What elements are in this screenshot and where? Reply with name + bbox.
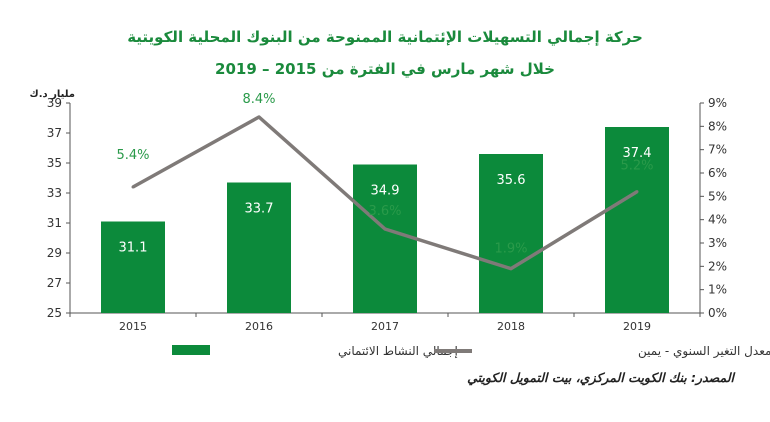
left-axis-tick-label: 39 [47,96,62,110]
x-axis-tick-label: 2019 [623,320,651,333]
right-axis-tick-label: 5% [708,189,727,203]
bar-data-label: 35.6 [497,173,526,188]
left-axis-unit-label: مليار د.ك [30,89,75,100]
left-axis-tick-label: 27 [47,276,62,290]
line-point [131,185,135,189]
left-axis-tick-label: 37 [47,126,62,140]
left-axis-tick-label: 29 [47,246,62,260]
line-point [257,115,261,119]
chart-title-line2: خلال شهر مارس في الفترة من 2015 – 2019 [215,60,555,78]
left-axis-tick-label: 33 [47,186,62,200]
bar-data-label: 33.7 [245,202,274,217]
left-axis-tick-label: 25 [47,306,62,320]
right-axis-tick-label: 1% [708,283,727,297]
right-axis-tick-label: 2% [708,259,727,273]
right-axis-tick-label: 6% [708,166,727,180]
x-axis-tick-label: 2016 [245,320,273,333]
line-data-label: 3.6% [368,204,401,219]
bar-data-label: 31.1 [119,241,148,256]
legend-label-bars: إجمالي النشاط الائتماني [338,344,458,358]
bar-data-label: 34.9 [371,184,400,199]
line-point [383,227,387,231]
source-note: المصدر: بنك الكويت المركزي، بيت التمويل … [467,370,734,385]
bar [101,221,165,313]
bar [353,164,417,313]
right-axis-tick-label: 4% [708,213,727,227]
right-axis-tick-label: 8% [708,119,727,133]
left-axis-tick-label: 31 [47,216,62,230]
bar [227,182,291,313]
line-data-label: 8.4% [242,92,275,107]
line-data-label: 5.4% [116,148,149,163]
line-point [509,267,513,271]
bar [605,127,669,313]
left-axis-tick-label: 35 [47,156,62,170]
x-axis-tick-label: 2017 [371,320,399,333]
bar-data-label: 37.4 [623,146,652,161]
legend-swatch-bars [172,345,210,355]
chart-title-line1: حركة إجمالي التسهيلات الإئتمانية الممنوح… [127,28,643,46]
line-data-label: 5.2% [620,159,653,174]
bar [479,154,543,313]
line-point [635,190,639,194]
right-axis-tick-label: 9% [708,96,727,110]
right-axis-tick-label: 3% [708,236,727,250]
legend-label-line: معدل التغير السنوي - يمين [638,344,770,359]
x-axis-tick-label: 2018 [497,320,525,333]
right-axis-tick-label: 7% [708,143,727,157]
x-axis-tick-label: 2015 [119,320,147,333]
right-axis-tick-label: 0% [708,306,727,320]
line-data-label: 1.9% [494,242,527,257]
